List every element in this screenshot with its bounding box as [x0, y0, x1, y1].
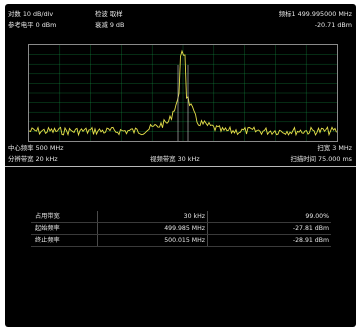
spectrum-trace — [29, 49, 337, 137]
row-value-1: 30 kHz — [183, 213, 205, 220]
column-divider — [97, 211, 98, 222]
center-frequency-readout: 中心频率 500 MHz — [8, 144, 64, 152]
row-value-1: 500.015 MHz — [164, 237, 205, 244]
row-label: 占用带宽 — [35, 213, 60, 220]
ref-level-readout: 参考电平 0 dBm — [8, 21, 57, 29]
table-row: 占用带宽 30 kHz 99.00% — [31, 211, 331, 223]
table-row: 终止频率 500.015 MHz -28.91 dBm — [31, 235, 331, 247]
column-divider — [207, 235, 208, 246]
table-row: 起始频率 499.985 MHz -27.81 dBm — [31, 223, 331, 235]
row-label: 终止频率 — [35, 237, 60, 244]
divider-line — [5, 166, 356, 167]
column-divider — [97, 223, 98, 234]
marker-level-readout: -20.71 dBm — [314, 21, 352, 29]
analyzer-screen: 对数 10 dB/div 检波 取样 频标1 499.995000 MHz 参考… — [5, 4, 356, 327]
row-value-1: 499.985 MHz — [164, 225, 205, 232]
row-value-2: 99.00% — [305, 213, 329, 220]
span-readout: 扫宽 3 MHz — [317, 144, 352, 152]
column-divider — [97, 235, 98, 246]
column-divider — [207, 223, 208, 234]
spectrum-trace-plot — [29, 45, 337, 141]
row-label: 起始频率 — [35, 225, 60, 232]
rbw-readout: 分辨带宽 20 kHz — [8, 155, 58, 163]
attenuation-readout: 衰减 9 dB — [95, 21, 125, 29]
marker-frequency-readout: 频标1 499.995000 MHz — [278, 10, 352, 18]
scale-readout: 对数 10 dB/div — [8, 10, 54, 18]
row-value-2: -27.81 dBm — [292, 225, 329, 232]
vbw-readout: 视频带宽 30 kHz — [150, 155, 200, 163]
sweep-time-readout: 扫描时间 75.000 ms — [290, 155, 352, 163]
spectrum-graticule — [28, 44, 338, 142]
column-divider — [207, 211, 208, 222]
row-value-2: -28.91 dBm — [292, 237, 329, 244]
detector-readout: 检波 取样 — [95, 10, 123, 18]
